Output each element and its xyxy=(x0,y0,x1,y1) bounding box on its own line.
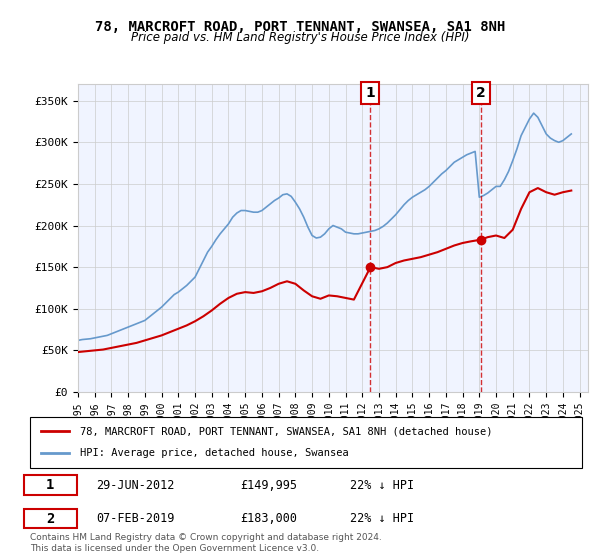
Text: 78, MARCROFT ROAD, PORT TENNANT, SWANSEA, SA1 8NH (detached house): 78, MARCROFT ROAD, PORT TENNANT, SWANSEA… xyxy=(80,426,492,436)
Text: Contains HM Land Registry data © Crown copyright and database right 2024.
This d: Contains HM Land Registry data © Crown c… xyxy=(30,533,382,553)
FancyBboxPatch shape xyxy=(25,508,77,528)
Text: 1: 1 xyxy=(365,86,376,100)
Text: £149,995: £149,995 xyxy=(240,479,297,492)
Text: Price paid vs. HM Land Registry's House Price Index (HPI): Price paid vs. HM Land Registry's House … xyxy=(131,31,469,44)
Text: 78, MARCROFT ROAD, PORT TENNANT, SWANSEA, SA1 8NH: 78, MARCROFT ROAD, PORT TENNANT, SWANSEA… xyxy=(95,20,505,34)
Text: 1: 1 xyxy=(46,478,55,492)
Text: £183,000: £183,000 xyxy=(240,512,297,525)
FancyBboxPatch shape xyxy=(25,475,77,494)
Text: 29-JUN-2012: 29-JUN-2012 xyxy=(96,479,175,492)
FancyBboxPatch shape xyxy=(30,417,582,468)
Text: 2: 2 xyxy=(46,512,55,526)
Text: 22% ↓ HPI: 22% ↓ HPI xyxy=(350,512,414,525)
Text: 22% ↓ HPI: 22% ↓ HPI xyxy=(350,479,414,492)
Text: 2: 2 xyxy=(476,86,486,100)
Text: HPI: Average price, detached house, Swansea: HPI: Average price, detached house, Swan… xyxy=(80,449,349,459)
Text: 07-FEB-2019: 07-FEB-2019 xyxy=(96,512,175,525)
